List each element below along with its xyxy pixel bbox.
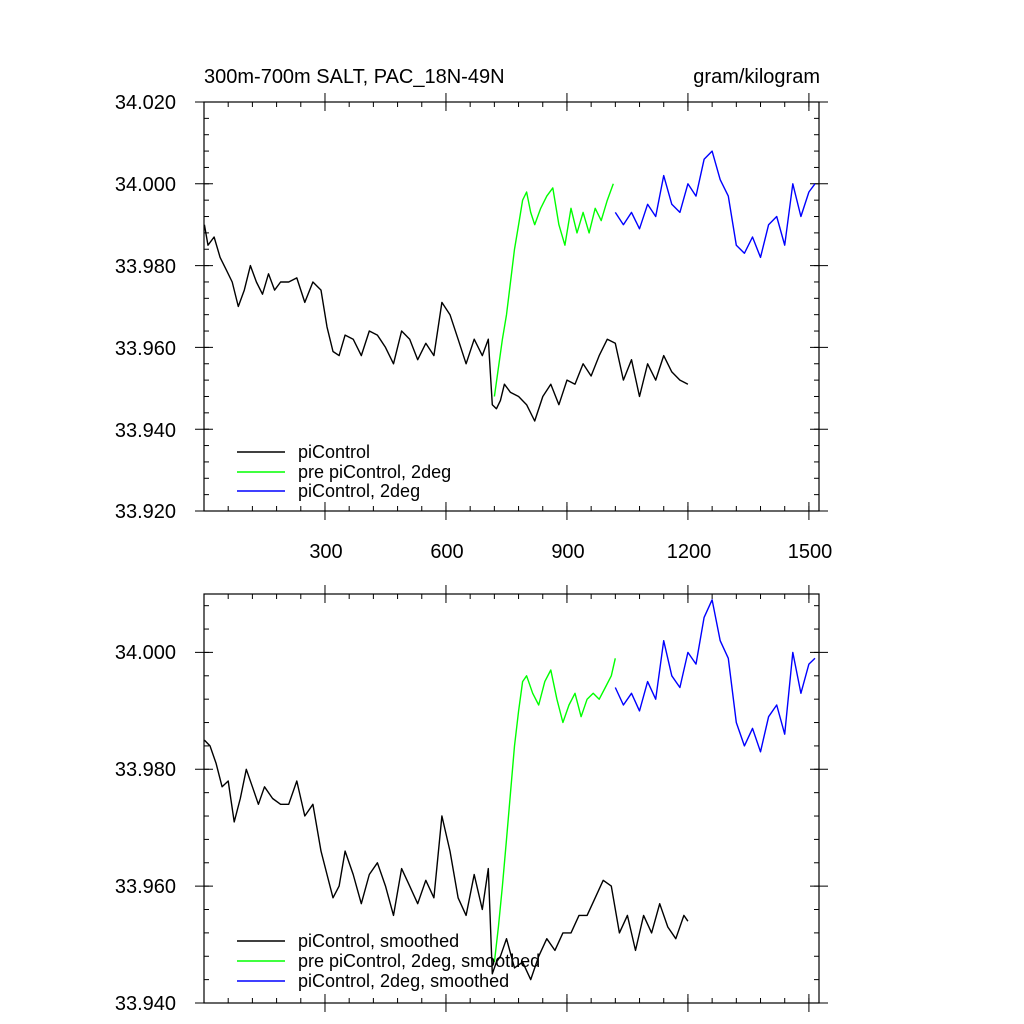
top-legend-label-0: piControl [298, 442, 370, 462]
bottom-legend-label-0: piControl, smoothed [298, 931, 459, 951]
top-ytick-label: 33.980 [115, 256, 176, 278]
bottom-plot-frame [203, 593, 820, 1004]
top-panel: 300m-700m SALT, PAC_18N-49N gram/kilogra… [115, 66, 832, 563]
bottom-ytick-label: 33.940 [115, 993, 176, 1015]
top-series-group [203, 150, 816, 422]
top-chart-units: gram/kilogram [693, 66, 820, 88]
top-xtick-label: 900 [551, 541, 584, 563]
bottom-panel: 33.940 33.960 33.980 34.000 piControl, s… [115, 585, 828, 1015]
top-ytick-label: 33.940 [115, 420, 176, 442]
top-xtick-label: 1500 [788, 541, 833, 563]
top-minor-ticks [204, 102, 819, 511]
top-y-major-ticks [195, 101, 828, 512]
top-series-picontrol-line [203, 224, 689, 422]
bottom-series-picontrol-2deg-smoothed-line [614, 599, 816, 753]
bottom-ytick-label: 33.980 [115, 759, 176, 781]
top-xtick-label: 300 [309, 541, 342, 563]
top-chart-title: 300m-700m SALT, PAC_18N-49N [204, 66, 505, 88]
bottom-series-pre-picontrol-2deg-smoothed-line [493, 658, 616, 963]
top-ytick-label: 33.960 [115, 338, 176, 360]
top-xtick-label: 600 [430, 541, 463, 563]
bottom-series-group [203, 599, 816, 981]
top-xtick-label: 1200 [667, 541, 712, 563]
bottom-ytick-label: 34.000 [115, 642, 176, 664]
bottom-legend-label-2: piControl, 2deg, smoothed [298, 971, 509, 991]
bottom-legend: piControl, smoothed pre piControl, 2deg,… [237, 931, 540, 991]
bottom-ytick-label: 33.960 [115, 876, 176, 898]
bottom-legend-label-1: pre piControl, 2deg, smoothed [298, 951, 540, 971]
top-ytick-label: 34.020 [115, 92, 176, 114]
bottom-series-picontrol-smoothed-line [203, 739, 689, 981]
top-legend-label-2: piControl, 2deg [298, 481, 420, 501]
top-series-pre-picontrol-2deg-line [493, 183, 614, 397]
top-plot-frame [203, 101, 820, 512]
top-ytick-label: 33.920 [115, 501, 176, 523]
top-x-major-ticks [324, 93, 810, 520]
top-ytick-label: 34.000 [115, 174, 176, 196]
top-legend-label-1: pre piControl, 2deg [298, 462, 451, 482]
top-series-picontrol-2deg-line [614, 150, 816, 259]
top-legend: piControl pre piControl, 2deg piControl,… [237, 442, 451, 501]
